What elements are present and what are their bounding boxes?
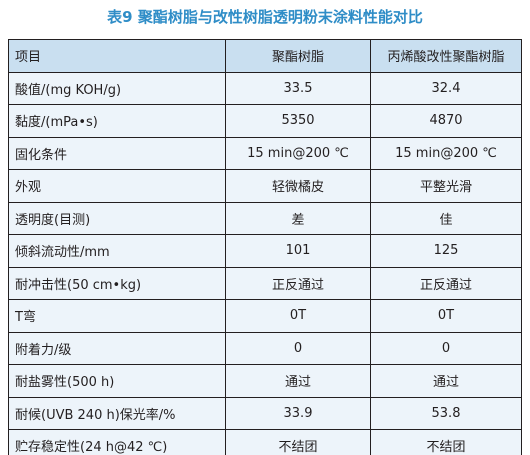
polyester-value-cell: 不结团 (225, 429, 371, 455)
row-label-cell: 固化条件 (8, 136, 226, 170)
row-label-cell: 黏度/(mPa•s) (8, 104, 226, 138)
comparison-table: 项目 聚酯树脂 丙烯酸改性聚酯树脂 酸值/(mg KOH/g) 33.5 32.4 黏… (8, 39, 522, 455)
table-row: 外观 轻微橘皮 平整光滑 (8, 169, 522, 203)
table-row: 耐盐雾性(500 h) 通过 通过 (8, 364, 522, 398)
modified-value-cell: 0 (370, 331, 522, 365)
modified-value-cell: 平整光滑 (370, 169, 522, 203)
table-row: 透明度(目测) 差佳 (8, 201, 522, 235)
modified-value-cell: 0T (370, 299, 522, 333)
table-row: 固化条件 15 min@200 ℃ 15 min@200 ℃ (8, 136, 522, 170)
table-row: 黏度/(mPa•s) 5350 4870 (8, 104, 522, 138)
row-label-cell: 外观 (8, 169, 226, 203)
modified-value-cell: 15 min@200 ℃ (370, 136, 522, 170)
row-label-cell: T弯 (8, 299, 226, 333)
modified-value-cell: 53.8 (370, 396, 522, 430)
polyester-value-cell: 33.5 (225, 71, 371, 105)
table-caption: 表9 聚酯树脂与改性树脂透明粉末涂料性能对比 (107, 8, 423, 26)
modified-value-cell: 佳 (370, 201, 522, 235)
table-row: 贮存稳定性(24 h@42 ℃) 不结团 不结团 (8, 429, 522, 455)
row-label-cell: 附着力/级 (8, 331, 226, 365)
table-body: 项目 聚酯树脂 丙烯酸改性聚酯树脂 酸值/(mg KOH/g) 33.5 32.4 黏… (8, 39, 522, 455)
row-label-cell: 耐盐雾性(500 h) (8, 364, 226, 398)
header-cell-acrylic-modified: 丙烯酸改性聚酯树脂 (370, 39, 522, 73)
modified-value-cell: 正反通过 (370, 266, 522, 300)
table-row: 倾斜流动性/mm 101 125 (8, 234, 522, 268)
row-label-cell: 倾斜流动性/mm (8, 234, 226, 268)
modified-value-cell: 通过 (370, 364, 522, 398)
polyester-value-cell: 差 (225, 201, 371, 235)
table-row: 耐候(UVB 240 h)保光率/% 33.9 53.8 (8, 396, 522, 430)
row-label-cell: 贮存稳定性(24 h@42 ℃) (8, 429, 226, 455)
row-label-cell: 酸值/(mg KOH/g) (8, 71, 226, 105)
row-label-cell: 透明度(目测) (8, 201, 226, 235)
table-header-row: 项目 聚酯树脂 丙烯酸改性聚酯树脂 (8, 39, 522, 73)
modified-value-cell: 4870 (370, 104, 522, 138)
header-cell-item: 项目 (8, 39, 226, 73)
polyester-value-cell: 101 (225, 234, 371, 268)
row-label-cell: 耐候(UVB 240 h)保光率/% (8, 396, 226, 430)
row-label-cell: 耐冲击性(50 cm•kg) (8, 266, 226, 300)
polyester-value-cell: 5350 (225, 104, 371, 138)
polyester-value-cell: 15 min@200 ℃ (225, 136, 371, 170)
polyester-value-cell: 33.9 (225, 396, 371, 430)
table-row: 附着力/级 0 0 (8, 331, 522, 365)
polyester-value-cell: 正反通过 (225, 266, 371, 300)
polyester-value-cell: 轻微橘皮 (225, 169, 371, 203)
polyester-value-cell: 0 (225, 331, 371, 365)
modified-value-cell: 32.4 (370, 71, 522, 105)
modified-value-cell: 不结团 (370, 429, 522, 455)
polyester-value-cell: 通过 (225, 364, 371, 398)
table-row: 耐冲击性(50 cm•kg) 正反通过 正反通过 (8, 266, 522, 300)
polyester-value-cell: 0T (225, 299, 371, 333)
table-row: T弯 0T 0T (8, 299, 522, 333)
header-cell-polyester: 聚酯树脂 (225, 39, 371, 73)
table-row: 酸值/(mg KOH/g) 33.5 32.4 (8, 71, 522, 105)
modified-value-cell: 125 (370, 234, 522, 268)
